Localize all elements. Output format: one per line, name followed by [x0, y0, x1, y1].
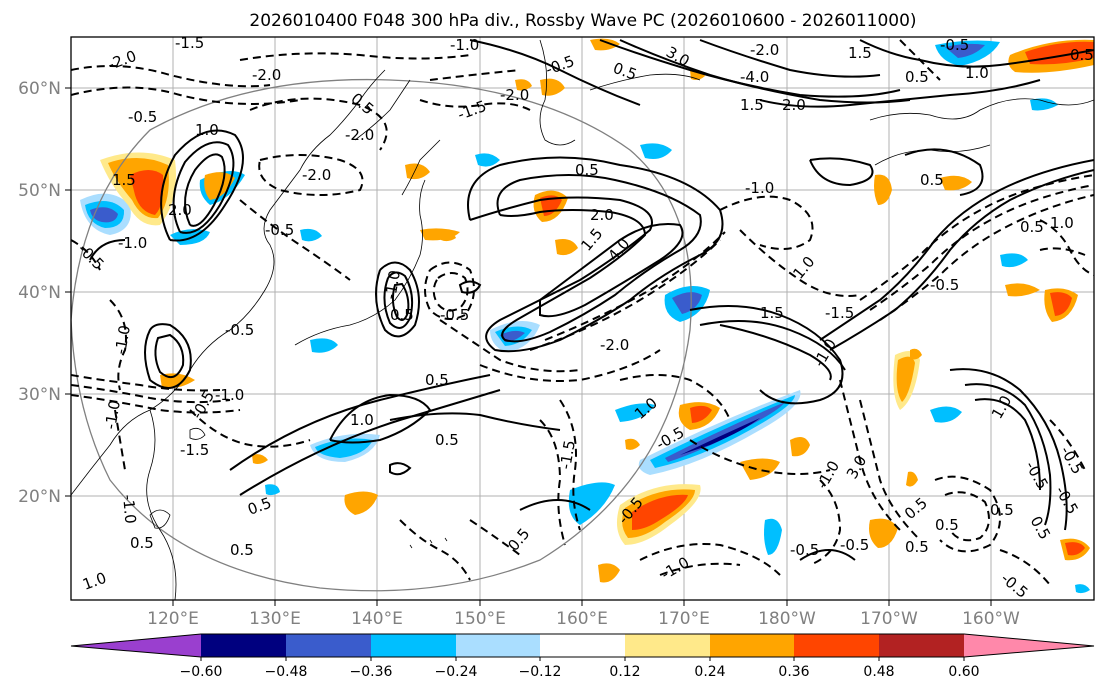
lon-label: 120°E	[147, 609, 199, 629]
contour-label: -0.5	[225, 321, 254, 339]
reference-circle	[71, 78, 692, 592]
colorbar-tick-label: −0.12	[519, 664, 562, 680]
colorbar-segment	[286, 634, 371, 657]
contour-label: 0.5	[905, 68, 929, 86]
contour-label: 0.5	[130, 534, 154, 552]
lon-label: 130°E	[249, 609, 301, 629]
lon-label: 160°E	[556, 609, 608, 629]
contour-label: 1.5	[112, 171, 136, 189]
contour-label: -0.5	[128, 108, 157, 126]
contour-label: -1.0	[119, 494, 139, 525]
contour-label: 1.5	[848, 44, 872, 62]
colorbar-tick-label: −0.36	[350, 664, 393, 680]
colorbar-segment	[794, 634, 879, 657]
colorbar-segment	[71, 634, 201, 657]
lon-ticks	[172, 600, 992, 606]
contour-label: 0.5	[905, 538, 929, 556]
contour-label: -1.0	[118, 234, 147, 252]
contour-label: -2.0	[500, 86, 529, 104]
contour-label: -1.0	[215, 386, 244, 404]
contour-label: -1.0	[450, 36, 479, 54]
lat-label: 20°N	[18, 487, 61, 507]
lon-label: 140°E	[351, 609, 403, 629]
lat-ticks	[65, 87, 71, 497]
contour-label: -2.0	[345, 126, 374, 144]
positive-contours	[89, 39, 1094, 561]
colorbar-segment	[456, 634, 540, 657]
colorbar-tick-label: 0.24	[694, 664, 725, 680]
lat-label: 40°N	[18, 283, 61, 303]
contour-label: -0.5	[440, 306, 469, 324]
colorbar-segment	[710, 634, 794, 657]
negative-contours	[71, 39, 1094, 586]
contour-label: -0.5	[790, 541, 819, 559]
colorbar-tick-label: 0.48	[863, 664, 894, 680]
colorbar-tick-label: −0.60	[180, 664, 223, 680]
contour-label: 0.5	[1020, 218, 1044, 236]
lat-label: 60°N	[18, 79, 61, 99]
contour-label: -1.0	[381, 269, 404, 301]
lon-label: 180°W	[758, 609, 816, 629]
contour-label: -1.5	[556, 439, 579, 471]
contour-label: -2.0	[252, 66, 281, 84]
contour-label: -2.0	[750, 41, 779, 59]
lon-label: 170°E	[658, 609, 710, 629]
contour-label: -1.0	[745, 179, 774, 197]
contour-label: 0.5	[1070, 46, 1094, 64]
contour-label: -1.5	[825, 304, 854, 322]
colorbar-segment	[540, 634, 625, 657]
colorbar-segment	[625, 634, 710, 657]
longitude-labels: 120°E 130°E 140°E 150°E 160°E 170°E 180°…	[147, 609, 1020, 629]
contour-label: 0.5	[920, 171, 944, 189]
lon-label: 170°W	[860, 609, 918, 629]
contour-label: -0.5	[930, 276, 959, 294]
contour-label: 0.5	[230, 541, 254, 559]
contour-label: -0.5	[840, 536, 869, 554]
colorbar-tick-label: 0.36	[778, 664, 809, 680]
contour-label: -1.0	[111, 324, 134, 356]
contour-label: 0.5	[435, 431, 459, 449]
colorbar-tick-label: −0.24	[435, 664, 478, 680]
contour-label: 1.0	[965, 64, 989, 82]
lon-label: 150°E	[454, 609, 506, 629]
colorbar-segment	[371, 634, 456, 657]
contour-label: -1.5	[180, 441, 209, 459]
latitude-labels: 60°N 50°N 40°N 30°N 20°N	[18, 79, 61, 507]
contour-label: 0.5	[990, 501, 1014, 519]
contour-label: 1.0	[350, 411, 374, 429]
contour-label: -1.0	[101, 399, 124, 431]
contour-label: 2.0	[168, 201, 192, 219]
contour-label: 1.0	[1050, 214, 1074, 232]
contour-label: 0.5	[390, 306, 414, 324]
map-title: 2026010400 F048 300 hPa div., Rossby Wav…	[249, 11, 916, 31]
lat-label: 50°N	[18, 181, 61, 201]
contour-label: 1.0	[195, 121, 219, 139]
contour-label: 1.5	[760, 304, 784, 322]
colorbar-tick-label: −0.48	[265, 664, 308, 680]
divergence-shading	[80, 38, 1094, 594]
contour-label: -2.0	[600, 336, 629, 354]
colorbar: −0.60 −0.48 −0.36 −0.24 −0.12 0.12 0.24 …	[70, 633, 1095, 680]
contour-label: -0.5	[940, 36, 969, 54]
contour-label: -1.5	[175, 34, 204, 52]
colorbar-tick-label: 0.12	[609, 664, 640, 680]
map-panel: -2.0 -1.5 -2.0 -0.5 1.0 1.5 -2.0 2.0 -0.…	[71, 34, 1094, 600]
lon-label: 160°W	[962, 609, 1020, 629]
colorbar-segment	[879, 634, 964, 657]
contour-label: 2.0	[782, 96, 806, 114]
contour-label: -0.5	[265, 221, 294, 239]
colorbar-segment	[964, 634, 1094, 657]
contour-label: 2.0	[590, 206, 614, 224]
contour-label: 1.5	[740, 96, 764, 114]
contour-label: -2.0	[302, 166, 331, 184]
contour-label: 0.5	[575, 161, 599, 179]
contour-label: -4.0	[740, 68, 769, 86]
colorbar-tick-label: 0.60	[948, 664, 979, 680]
lat-label: 30°N	[18, 385, 61, 405]
contour-label: 0.5	[935, 516, 959, 534]
colorbar-segment	[201, 634, 286, 657]
contour-label: 0.5	[425, 371, 449, 389]
